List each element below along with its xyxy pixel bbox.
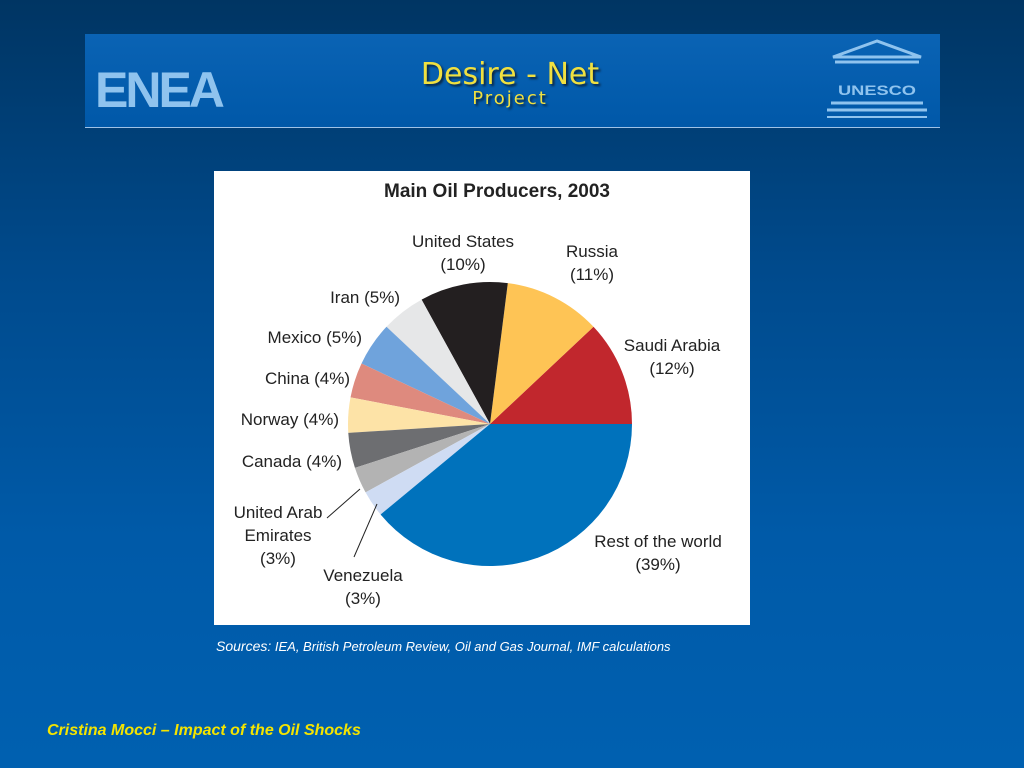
pie-label-rest-of-the-world: Rest of the world (39%): [594, 532, 722, 574]
sources-text: IEA, British Petroleum Review, Oil and G…: [271, 639, 671, 654]
pie-slice-united-arab-emirates: [354, 424, 490, 493]
chart-panel: Main Oil Producers, 2003 Saudi Arabia (12…: [214, 171, 750, 625]
pie-slice-united-states: [421, 282, 508, 424]
pie-label-iran: Iran (5%): [330, 288, 400, 307]
header-banner: ENEA Desire - Net Project UNESCO: [85, 34, 940, 128]
enea-logo-text: ENEA: [95, 64, 224, 114]
pie-slice-norway: [348, 397, 490, 433]
footer-credit: Cristina Mocci – Impact of the Oil Shock…: [47, 722, 361, 739]
pie-label-venezuela: Venezuela (3%): [323, 566, 403, 608]
pie-label-mexico: Mexico (5%): [268, 328, 362, 347]
pie-chart: Main Oil Producers, 2003 Saudi Arabia (12…: [234, 181, 722, 608]
pie-slice-iran: [386, 299, 490, 424]
banner-title: Desire - Net Project: [400, 60, 620, 108]
pie-slice-saudi-arabia: [490, 326, 632, 424]
pie-label-saudi-arabia: Saudi Arabia (12%): [624, 336, 721, 378]
pie-label-canada: Canada (4%): [242, 452, 342, 471]
pie-slice-canada: [348, 424, 490, 468]
pie-label-united-states: United States (10%): [412, 232, 514, 274]
leader-line-venezuela: [353, 503, 378, 558]
banner-title-main: Desire - Net: [420, 57, 600, 92]
enea-logo: ENEA: [95, 64, 227, 114]
pie-label-norway: Norway (4%): [241, 410, 339, 429]
pie-label-united-arab-emirates: United Arab Emirates (3%): [234, 503, 323, 568]
leader-line-united-arab-emirates: [326, 488, 361, 519]
leader-lines: [326, 488, 378, 558]
pie-slice-mexico: [361, 326, 490, 424]
unesco-logo-text: UNESCO: [838, 82, 916, 98]
pie-label-russia: Russia (11%): [566, 242, 619, 284]
pie-slice-russia: [490, 283, 594, 424]
sources-lead: Sources:: [216, 638, 272, 654]
banner-title-sub: Project: [472, 88, 548, 109]
pie-label-china: China (4%): [265, 369, 350, 388]
pie-slices: [348, 282, 632, 566]
pie-slice-china: [350, 363, 490, 424]
unesco-pediment-icon: [832, 39, 922, 59]
pie-slice-venezuela: [365, 424, 490, 515]
unesco-logo: UNESCO: [827, 39, 927, 118]
pie-labels: Saudi Arabia (12%) Russia (11%) United State…: [234, 232, 722, 608]
sources-note: Sources: IEA, British Petroleum Review, …: [216, 638, 671, 654]
chart-title: Main Oil Producers, 2003: [384, 181, 610, 202]
pie-slice-rest-of-the-world: [380, 424, 632, 566]
